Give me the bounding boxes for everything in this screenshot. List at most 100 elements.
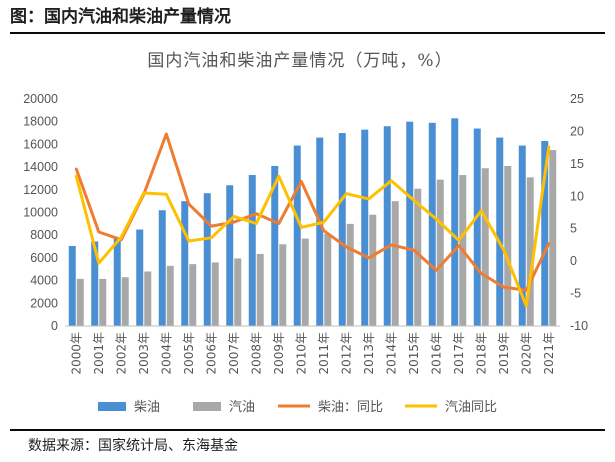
gasoline-bar bbox=[414, 188, 422, 326]
gasoline-bar bbox=[549, 150, 557, 326]
x-tick-label: 2020年 bbox=[519, 332, 533, 375]
x-tick-label: 2007年 bbox=[227, 332, 241, 375]
diesel-bar bbox=[428, 122, 436, 327]
bottom-rule bbox=[10, 429, 605, 431]
diesel-bar bbox=[293, 145, 301, 326]
left-tick-label: 18000 bbox=[23, 115, 58, 129]
left-tick-label: 6000 bbox=[30, 251, 58, 265]
diesel-bar bbox=[248, 175, 256, 326]
x-tick-label: 2013年 bbox=[362, 332, 376, 375]
right-axis: 25 20 15 10 5 0 -5 -10 bbox=[570, 92, 588, 333]
right-tick-label: 5 bbox=[570, 222, 577, 236]
diesel-bar bbox=[68, 245, 76, 326]
x-tick-label: 2018年 bbox=[474, 332, 488, 375]
diesel-bar bbox=[316, 137, 324, 326]
x-tick-label: 2019年 bbox=[497, 332, 511, 375]
left-tick-label: 2000 bbox=[30, 296, 58, 310]
legend-label: 柴油 bbox=[134, 400, 160, 415]
gasoline-bar bbox=[234, 258, 242, 326]
bar-group bbox=[68, 118, 557, 327]
x-tick-label: 2006年 bbox=[204, 332, 218, 375]
right-tick-label: -10 bbox=[570, 319, 588, 333]
diesel-bar bbox=[271, 165, 279, 326]
gasoline-bar bbox=[526, 177, 534, 326]
x-axis: 2000年 2001年 2002年 2003年 2004年 2005年 2006年 2007年… bbox=[65, 325, 560, 375]
gasoline-bar bbox=[481, 168, 489, 326]
diesel-bar bbox=[383, 126, 391, 327]
x-tick-label: 2004年 bbox=[159, 332, 173, 375]
gasoline-bar bbox=[256, 253, 264, 326]
gasoline-bar bbox=[324, 234, 332, 326]
x-tick-label: 2017年 bbox=[452, 332, 466, 375]
diesel-bar bbox=[406, 121, 414, 326]
x-tick-label: 2012年 bbox=[339, 332, 353, 375]
gasoline-bar bbox=[369, 214, 377, 326]
gasoline-bar bbox=[436, 179, 444, 326]
right-tick-label: 10 bbox=[570, 189, 584, 203]
gasoline-bar bbox=[301, 238, 309, 326]
legend-label: 汽油同比 bbox=[445, 400, 497, 415]
diesel-yoy-line bbox=[74, 132, 551, 292]
x-tick-label: 2015年 bbox=[407, 332, 421, 375]
legend-label: 汽油 bbox=[229, 400, 255, 415]
right-tick-label: 25 bbox=[570, 92, 584, 106]
right-tick-label: -5 bbox=[570, 287, 581, 301]
x-tick-label: 2002年 bbox=[114, 332, 128, 375]
gasoline-bar bbox=[504, 165, 512, 326]
x-tick-label: 2008年 bbox=[249, 332, 263, 375]
legend-swatch bbox=[98, 402, 126, 411]
chart: 国内汽油和柴油产量情况（万吨，%） 2000018000160001400012… bbox=[23, 51, 588, 415]
diesel-bar bbox=[181, 201, 189, 326]
x-tick-label: 2009年 bbox=[272, 332, 286, 375]
diesel-bar bbox=[541, 140, 549, 326]
gasoline-bar bbox=[211, 262, 219, 326]
gasoline-bar bbox=[76, 278, 84, 326]
left-tick-label: 16000 bbox=[23, 137, 58, 151]
line-group bbox=[74, 132, 551, 308]
gasoline-bar bbox=[279, 244, 287, 326]
diesel-bar bbox=[136, 229, 144, 326]
left-tick-label: 14000 bbox=[23, 160, 58, 174]
diesel-bar bbox=[338, 133, 346, 326]
left-tick-label: 10000 bbox=[23, 206, 58, 220]
diesel-bar bbox=[496, 137, 504, 326]
diesel-bar bbox=[203, 193, 211, 326]
gasoline-bar bbox=[391, 201, 399, 326]
right-tick-label: 20 bbox=[570, 124, 584, 138]
diesel-bar bbox=[91, 241, 99, 326]
left-tick-label: 12000 bbox=[23, 183, 58, 197]
right-tick-label: 0 bbox=[570, 254, 577, 268]
gasoline-yoy-line bbox=[74, 145, 551, 308]
top-rule bbox=[10, 32, 605, 34]
diesel-bar bbox=[113, 238, 121, 326]
x-tick-label: 2010年 bbox=[294, 332, 308, 375]
left-tick-label: 4000 bbox=[30, 274, 58, 288]
x-tick-label: 2016年 bbox=[429, 332, 443, 375]
x-tick-label: 2011年 bbox=[317, 332, 331, 375]
diesel-bar bbox=[451, 118, 459, 326]
x-tick-label: 2005年 bbox=[182, 332, 196, 375]
x-tick-label: 2014年 bbox=[384, 332, 398, 375]
left-axis: 2000018000160001400012000100008000600040… bbox=[23, 92, 58, 333]
figure-title: 图：国内汽油和柴油产量情况 bbox=[10, 7, 231, 27]
x-tick-label: 2003年 bbox=[137, 332, 151, 375]
gasoline-bar bbox=[99, 278, 107, 326]
gasoline-bar bbox=[166, 265, 174, 326]
x-tick-label: 2000年 bbox=[69, 332, 83, 375]
diesel-bar bbox=[158, 210, 166, 326]
x-tick-label: 2001年 bbox=[92, 332, 106, 375]
legend-label: 柴油：同比 bbox=[318, 400, 383, 415]
left-tick-label: 0 bbox=[51, 319, 58, 333]
gasoline-bar bbox=[121, 277, 129, 326]
legend: 柴油 汽油 柴油：同比 汽油同比 bbox=[98, 400, 497, 415]
legend-swatch bbox=[193, 402, 221, 411]
diesel-bar bbox=[473, 128, 481, 326]
diesel-bar bbox=[361, 129, 369, 326]
right-tick-label: 15 bbox=[570, 157, 584, 171]
left-tick-label: 20000 bbox=[23, 92, 58, 106]
x-tick-label: 2021年 bbox=[542, 332, 556, 375]
diesel-bar bbox=[518, 145, 526, 326]
gasoline-bar bbox=[144, 271, 152, 326]
diesel-bar bbox=[226, 185, 234, 326]
left-tick-label: 8000 bbox=[30, 228, 58, 242]
